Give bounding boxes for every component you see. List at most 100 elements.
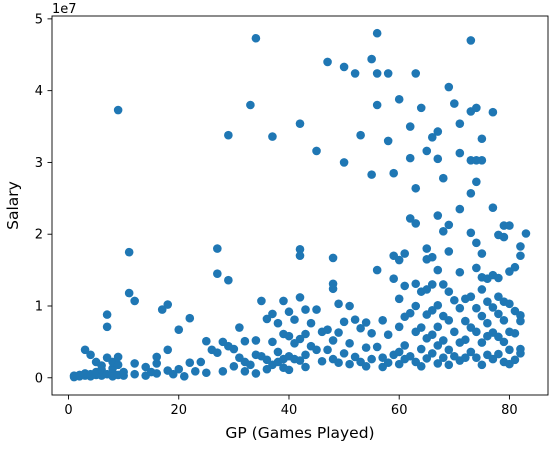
plot-frame xyxy=(51,15,549,396)
data-point xyxy=(268,132,277,141)
data-point xyxy=(400,341,410,350)
data-point xyxy=(466,36,476,45)
data-point xyxy=(295,356,305,365)
x-tick-label: 0 xyxy=(64,403,72,418)
data-point xyxy=(477,360,487,370)
data-point xyxy=(372,342,382,352)
data-point xyxy=(102,310,112,319)
data-point xyxy=(284,331,294,341)
y-tick-label: 0 xyxy=(35,371,43,386)
data-point xyxy=(317,356,327,366)
data-point xyxy=(416,344,426,354)
data-point xyxy=(262,314,272,324)
data-point xyxy=(477,249,487,258)
x-tick-label: 40 xyxy=(281,403,298,418)
data-point xyxy=(306,318,316,328)
data-point xyxy=(229,344,239,354)
data-point xyxy=(339,317,349,327)
data-point xyxy=(262,355,272,365)
data-point xyxy=(427,306,437,315)
y-tick-label: 4 xyxy=(35,84,43,99)
data-point xyxy=(433,265,443,275)
data-point xyxy=(405,308,415,318)
data-point xyxy=(455,267,465,277)
data-point xyxy=(383,69,393,78)
data-point xyxy=(394,94,404,104)
data-point xyxy=(323,57,332,67)
data-point xyxy=(411,279,421,289)
data-point xyxy=(516,251,525,261)
data-point xyxy=(367,170,376,179)
data-point xyxy=(383,358,393,368)
x-axis-label: GP (Games Played) xyxy=(225,424,374,442)
data-point xyxy=(389,274,398,284)
data-point xyxy=(152,369,162,378)
y-axis-ticks: 0 1 2 3 4 5 xyxy=(35,12,52,386)
data-point xyxy=(218,367,228,376)
data-point xyxy=(295,244,305,254)
data-point xyxy=(235,323,244,332)
data-point xyxy=(499,232,509,242)
data-point xyxy=(257,296,266,306)
data-point xyxy=(433,300,443,310)
data-point xyxy=(141,362,150,372)
data-point xyxy=(328,336,338,345)
data-point xyxy=(345,339,354,348)
data-point xyxy=(334,299,343,309)
data-point xyxy=(472,327,481,337)
data-point xyxy=(301,350,310,360)
data-point xyxy=(339,158,349,167)
y-tick-label: 2 xyxy=(35,228,43,243)
data-point xyxy=(273,318,283,328)
data-point xyxy=(444,360,454,370)
data-point xyxy=(86,350,95,360)
data-point xyxy=(488,107,498,117)
data-point xyxy=(124,247,134,257)
data-point xyxy=(427,280,437,289)
x-tick-label: 20 xyxy=(170,403,187,418)
data-point xyxy=(411,219,421,228)
data-point xyxy=(472,353,481,362)
data-point xyxy=(202,336,211,346)
data-point xyxy=(334,358,343,368)
y-tick-label: 1 xyxy=(35,299,43,314)
data-point xyxy=(290,315,299,324)
data-point xyxy=(422,244,432,253)
data-point xyxy=(416,323,426,332)
data-point xyxy=(466,228,476,238)
data-point xyxy=(350,352,360,362)
data-point xyxy=(450,295,459,305)
data-point xyxy=(334,328,343,337)
data-point xyxy=(185,313,195,323)
data-point xyxy=(301,362,310,372)
data-point xyxy=(196,357,206,367)
data-point xyxy=(394,359,404,369)
data-point xyxy=(394,322,404,332)
data-point xyxy=(477,338,487,347)
data-point xyxy=(427,133,437,142)
data-point xyxy=(510,355,520,365)
data-point xyxy=(383,136,393,146)
data-point xyxy=(450,327,459,337)
data-point xyxy=(372,100,382,110)
data-point xyxy=(224,275,233,285)
points-layer xyxy=(69,28,531,382)
data-point xyxy=(427,330,437,340)
data-point xyxy=(312,345,321,355)
data-point xyxy=(157,305,167,314)
data-point xyxy=(152,352,162,362)
data-point xyxy=(119,367,128,377)
data-point xyxy=(455,204,465,214)
data-point xyxy=(389,168,398,178)
data-point xyxy=(102,322,112,332)
data-point xyxy=(350,69,360,78)
data-point xyxy=(411,183,421,193)
data-point xyxy=(361,318,371,327)
data-point xyxy=(516,316,525,326)
data-point xyxy=(361,343,371,352)
data-point xyxy=(472,303,481,313)
y-axis-offset-label: 1e7 xyxy=(52,2,77,17)
data-point xyxy=(472,238,481,248)
data-point xyxy=(438,336,448,345)
